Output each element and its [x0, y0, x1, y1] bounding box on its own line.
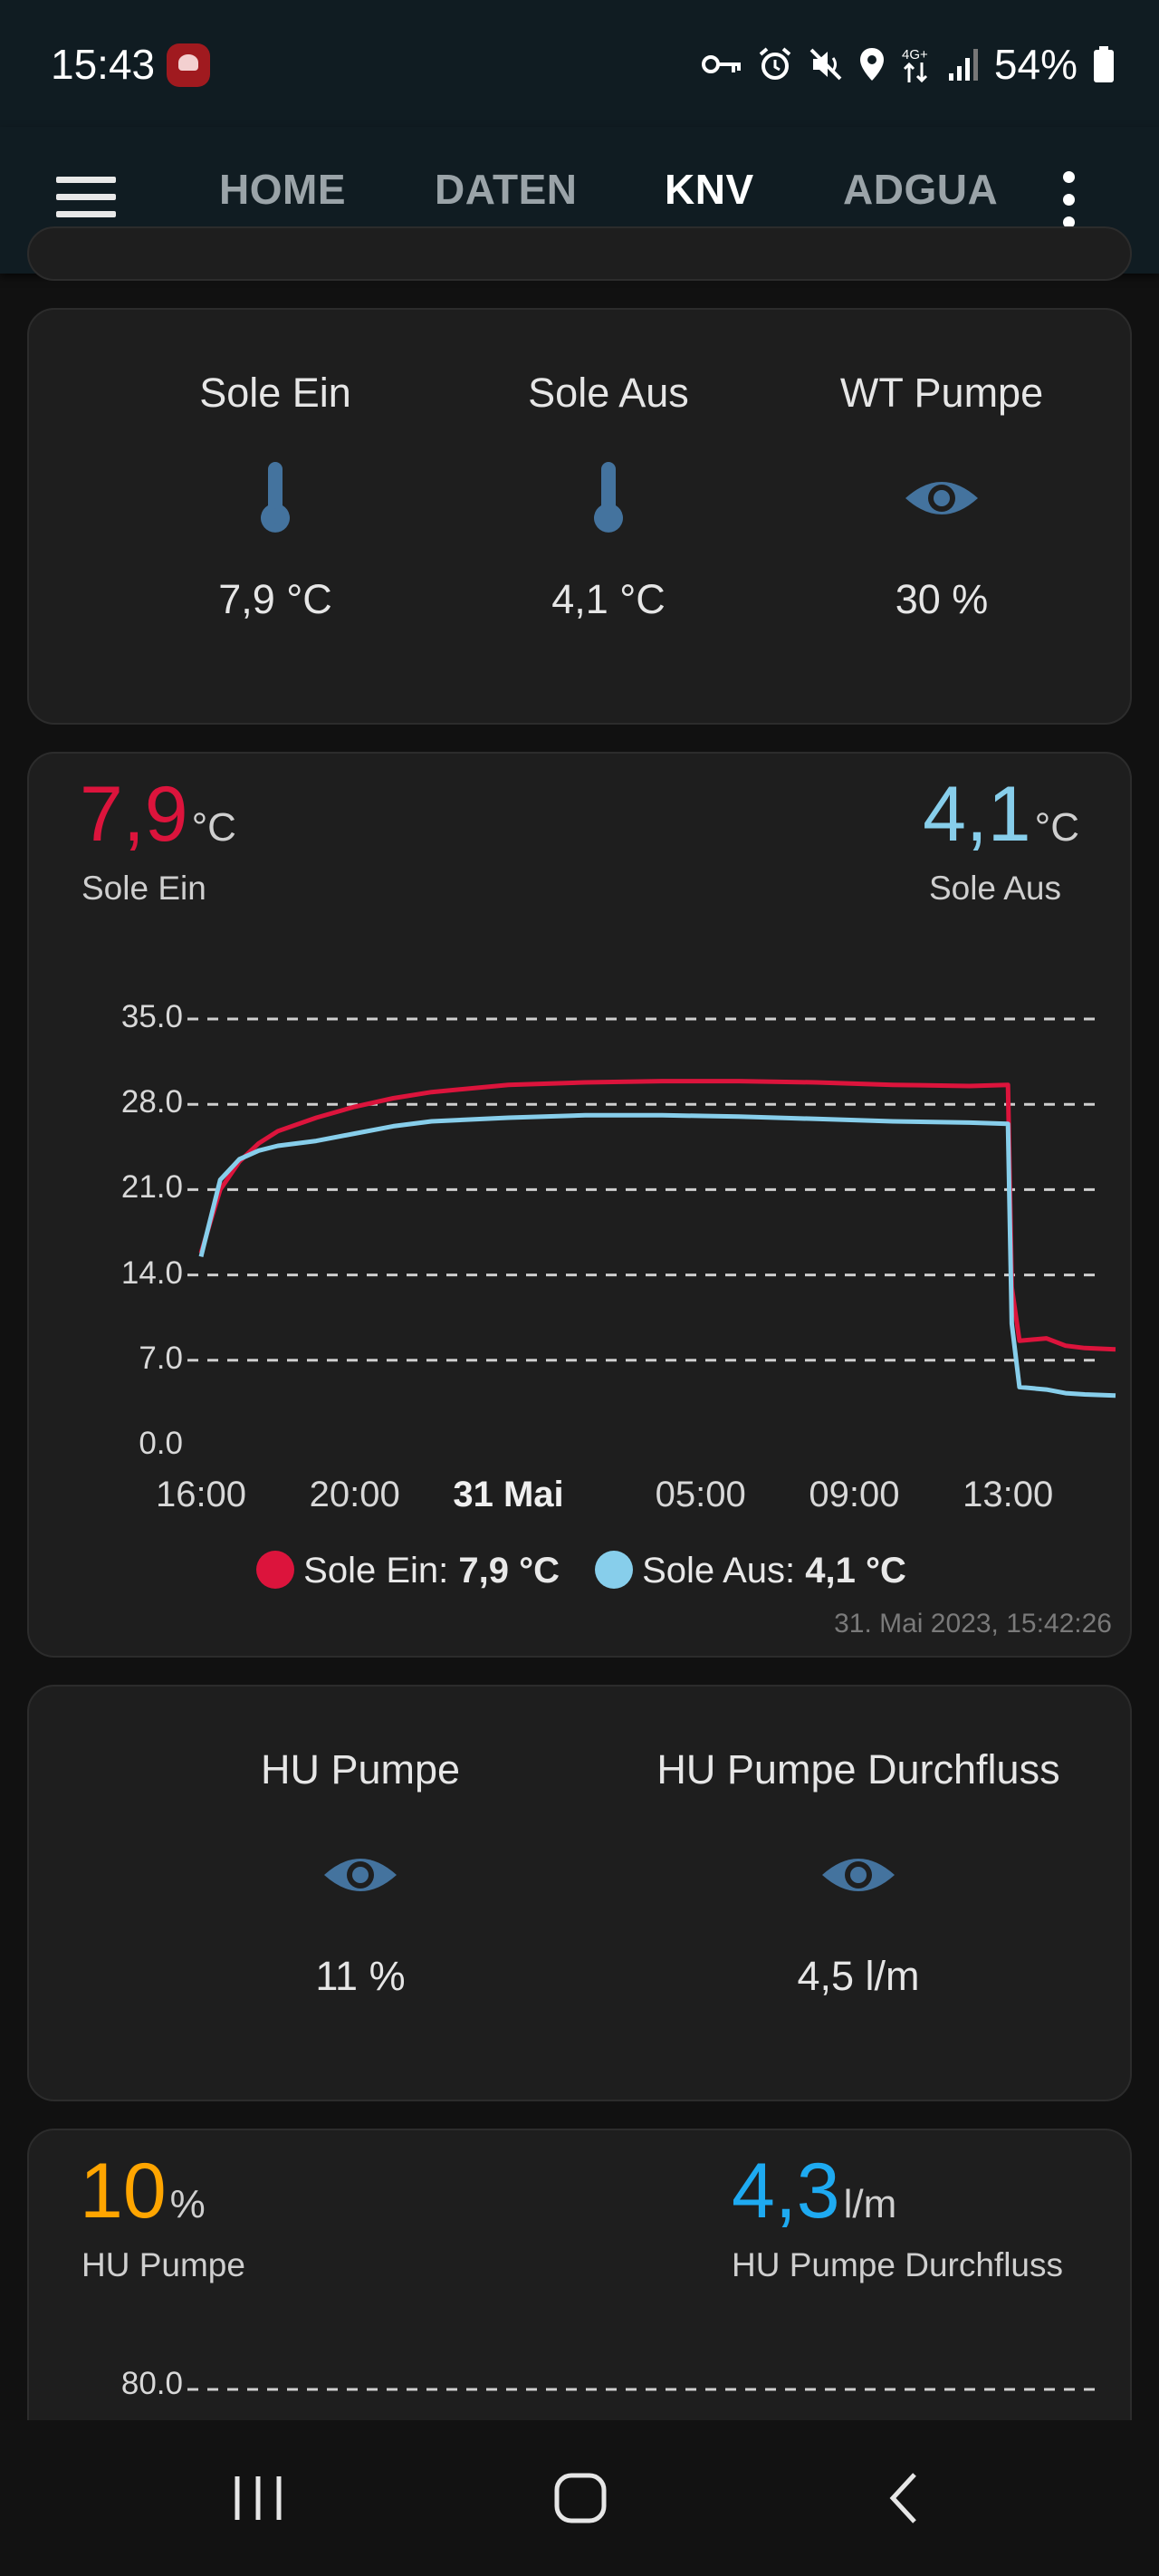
x-tick-label: 20:00 — [309, 1475, 400, 1514]
glance-name: HU Pumpe — [260, 1746, 461, 1793]
legend-value: 7,9 °C — [458, 1551, 560, 1591]
overflow-menu-button[interactable] — [1050, 156, 1087, 243]
glance-name: WT Pumpe — [839, 370, 1044, 416]
hu-pumpe-label: HU Pumpe — [81, 2246, 245, 2283]
legend-name: Sole Ein: — [303, 1551, 459, 1591]
glance-card-sole: Sole Ein 7,9 °C Sole Aus 4,1 °C WT Pumpe… — [27, 308, 1132, 725]
sole-ein-value: 7,9°C — [80, 770, 236, 860]
legend-name: Sole Aus: — [642, 1551, 806, 1591]
hu-durchfluss-label: HU Pumpe Durchfluss — [732, 2246, 1064, 2283]
series-line-sole-ein[interactable] — [198, 1079, 1116, 1352]
x-tick-label: 05:00 — [655, 1475, 746, 1514]
y-tick-label: 14.0 — [120, 1254, 183, 1291]
glance-state: 11 % — [315, 1953, 406, 1999]
menu-button[interactable] — [56, 162, 125, 231]
glance-state: 4,5 l/m — [797, 1953, 920, 1999]
sole-aus-label: Sole Aus — [928, 870, 1061, 907]
recent-apps-button[interactable] — [226, 2471, 290, 2525]
thermometer-icon — [261, 462, 290, 533]
sole-ein-number: 7,9 — [80, 771, 188, 858]
series-line-sole-aus[interactable] — [198, 1112, 1116, 1399]
vpn-key-icon — [701, 55, 741, 73]
sole-ein-unit: °C — [191, 805, 236, 850]
glance-item-sole-ein[interactable]: Sole Ein 7,9 °C — [112, 370, 438, 623]
y-tick-label: 35.0 — [120, 999, 183, 1034]
sole-aus-number: 4,1 — [923, 771, 1031, 858]
glance-card-hu: HU Pumpe 11 % HU Pumpe Durchfluss 4,5 l/… — [27, 1685, 1132, 2101]
chart-timestamp: 31. Mai 2023, 15:42:26 — [834, 1609, 1112, 1639]
legend-item-sole-ein[interactable]: Sole Ein: 7,9 °C — [256, 1551, 560, 1591]
hu-durchfluss-number: 4,3 — [732, 2148, 840, 2235]
tab-adgua[interactable]: ADGUA — [843, 166, 999, 213]
glance-state: 7,9 °C — [218, 576, 332, 622]
hu-durchfluss-value: 4,3l/m — [732, 2147, 896, 2236]
svg-text:4G+: 4G+ — [902, 47, 928, 62]
glance-name: Sole Ein — [199, 370, 351, 416]
glance-state: 4,1 °C — [551, 576, 666, 622]
legend-item-sole-aus[interactable]: Sole Aus: 4,1 °C — [595, 1551, 906, 1591]
y-tick-label: 7.0 — [139, 1340, 183, 1376]
home-button[interactable] — [549, 2471, 612, 2525]
legend-dot — [256, 1551, 295, 1589]
eye-icon — [324, 1859, 397, 1891]
eye-icon — [905, 482, 978, 514]
legend-dot — [595, 1551, 634, 1589]
system-navigation-bar — [0, 2420, 1159, 2576]
glance-state: 30 % — [895, 576, 989, 622]
tab-knv[interactable]: KNV — [665, 166, 754, 213]
thermometer-icon — [594, 462, 623, 533]
y-tick-label: 80.0 — [120, 2366, 183, 2401]
x-tick-label: 13:00 — [963, 1475, 1054, 1514]
hu-pumpe-unit: % — [169, 2182, 206, 2226]
x-tick-label: 09:00 — [809, 1475, 900, 1514]
sensor-chart-card[interactable]: 7,9°C Sole Ein 4,1°C Sole Aus 35.0 28.0 21… — [27, 752, 1132, 1658]
x-tick-label: 16:00 — [155, 1475, 247, 1514]
tab-daten[interactable]: DATEN — [435, 166, 578, 213]
y-tick-label: 21.0 — [120, 1169, 183, 1206]
tab-home[interactable]: HOME — [219, 166, 346, 213]
hu-chart-gridline — [187, 2388, 1101, 2391]
network-4g-icon: 4G+ — [902, 47, 928, 83]
battery-percent: 54% — [993, 41, 1078, 88]
status-icons: 4G+ 54% — [701, 40, 1116, 89]
menu-icon — [56, 176, 116, 183]
glance-item-hu-durchfluss[interactable]: HU Pumpe Durchfluss 4,5 l/m — [596, 1746, 1121, 2000]
glance-name: Sole Aus — [528, 370, 689, 416]
status-time: 15:43 — [51, 41, 156, 88]
more-vert-icon — [1062, 170, 1075, 183]
app-notification-icon — [167, 43, 210, 87]
glance-item-hu-pumpe[interactable]: HU Pumpe 11 % — [179, 1746, 541, 2000]
mute-icon — [809, 48, 842, 81]
glance-item-sole-aus[interactable]: Sole Aus 4,1 °C — [445, 370, 771, 623]
hu-durchfluss-unit: l/m — [843, 2182, 897, 2226]
battery-icon — [1094, 46, 1114, 82]
back-button[interactable] — [873, 2471, 936, 2525]
sole-aus-value: 4,1°C — [923, 770, 1079, 860]
sole-aus-unit: °C — [1034, 805, 1079, 850]
alarm-icon — [759, 47, 791, 80]
legend-value: 4,1 °C — [805, 1551, 906, 1591]
y-tick-label: 28.0 — [120, 1084, 183, 1120]
location-icon — [859, 48, 884, 81]
hu-pumpe-number: 10 — [80, 2148, 167, 2235]
signal-icon — [948, 49, 978, 81]
glance-name: HU Pumpe Durchfluss — [656, 1746, 1060, 1793]
y-tick-label: 0.0 — [139, 1426, 183, 1461]
eye-icon — [822, 1859, 895, 1891]
chart-legend: Sole Ein: 7,9 °C Sole Aus: 4,1 °C — [29, 1551, 1134, 1591]
status-bar: 15:43 4G+ 54% — [0, 0, 1159, 127]
temperature-line-chart[interactable] — [29, 754, 1134, 1406]
glance-item-wt-pumpe[interactable]: WT Pumpe 30 % — [779, 370, 1105, 623]
hu-pumpe-value: 10% — [80, 2147, 206, 2236]
sole-ein-label: Sole Ein — [81, 870, 206, 907]
previous-card — [27, 226, 1132, 281]
x-tick-label: 31 Mai — [453, 1475, 564, 1514]
